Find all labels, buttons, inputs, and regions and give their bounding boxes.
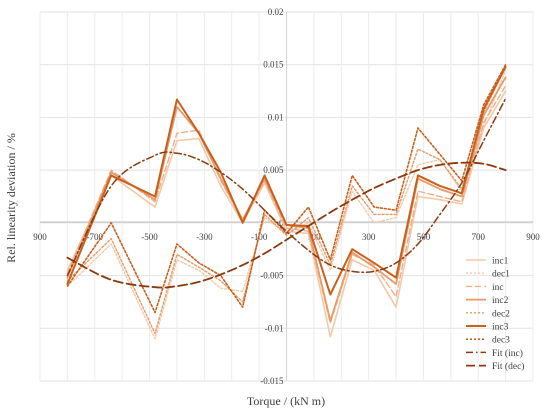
y-tick-label-4: 0 <box>279 218 284 228</box>
legend-label-8: Fit (dec) <box>492 361 524 372</box>
series-line-dec3 <box>66 63 507 314</box>
x-axis-title: Torque / (kN m) <box>247 394 325 408</box>
legend-label-4: dec2 <box>492 309 510 319</box>
x-tick-label-3: -300 <box>196 232 213 242</box>
y-tick-label-1: 0.015 <box>263 60 284 70</box>
y-tick-label-7: -0.015 <box>260 376 284 386</box>
y-tick-label-0: 0.02 <box>268 7 284 17</box>
series-line-fit-dec <box>66 161 507 289</box>
y-axis-ticks: 0.02 0.015 0.01 0.005 0 -0.005 -0.01 -0.015 <box>260 7 284 386</box>
legend-label-0: inc1 <box>492 257 509 267</box>
x-tick-label-9: 900 <box>526 232 540 242</box>
grid <box>39 11 534 382</box>
y-axis-title: Rel. linearity deviation / % <box>4 133 18 263</box>
x-tick-label-8: 700 <box>471 232 485 242</box>
y-tick-label-2: 0.01 <box>268 112 284 122</box>
y-tick-label-5: -0.005 <box>260 271 284 281</box>
series-line-fit-inc <box>66 97 507 277</box>
series-lines <box>66 63 507 340</box>
x-tick-label-6: 300 <box>362 232 376 242</box>
legend: inc1 dec1 inc inc2 dec2 inc3 dec3 Fit (inc) Fit … <box>466 257 524 372</box>
legend-label-2: inc <box>492 283 504 293</box>
series-line-dec2 <box>66 66 507 335</box>
y-tick-label-6: -0.01 <box>265 323 284 333</box>
x-tick-label-2: -500 <box>141 232 158 242</box>
legend-label-1: dec1 <box>492 270 510 280</box>
series-line-dec1 <box>66 69 507 340</box>
legend-label-3: inc2 <box>492 296 509 306</box>
legend-label-7: Fit (inc) <box>492 348 523 359</box>
legend-label-6: dec3 <box>492 336 510 346</box>
y-tick-label-3: 0.005 <box>263 165 284 175</box>
x-tick-label-5: 100 <box>307 232 321 242</box>
x-tick-label-1: -700 <box>87 232 104 242</box>
x-tick-label-0: 900 <box>33 232 47 242</box>
legend-label-5: inc3 <box>492 323 509 333</box>
